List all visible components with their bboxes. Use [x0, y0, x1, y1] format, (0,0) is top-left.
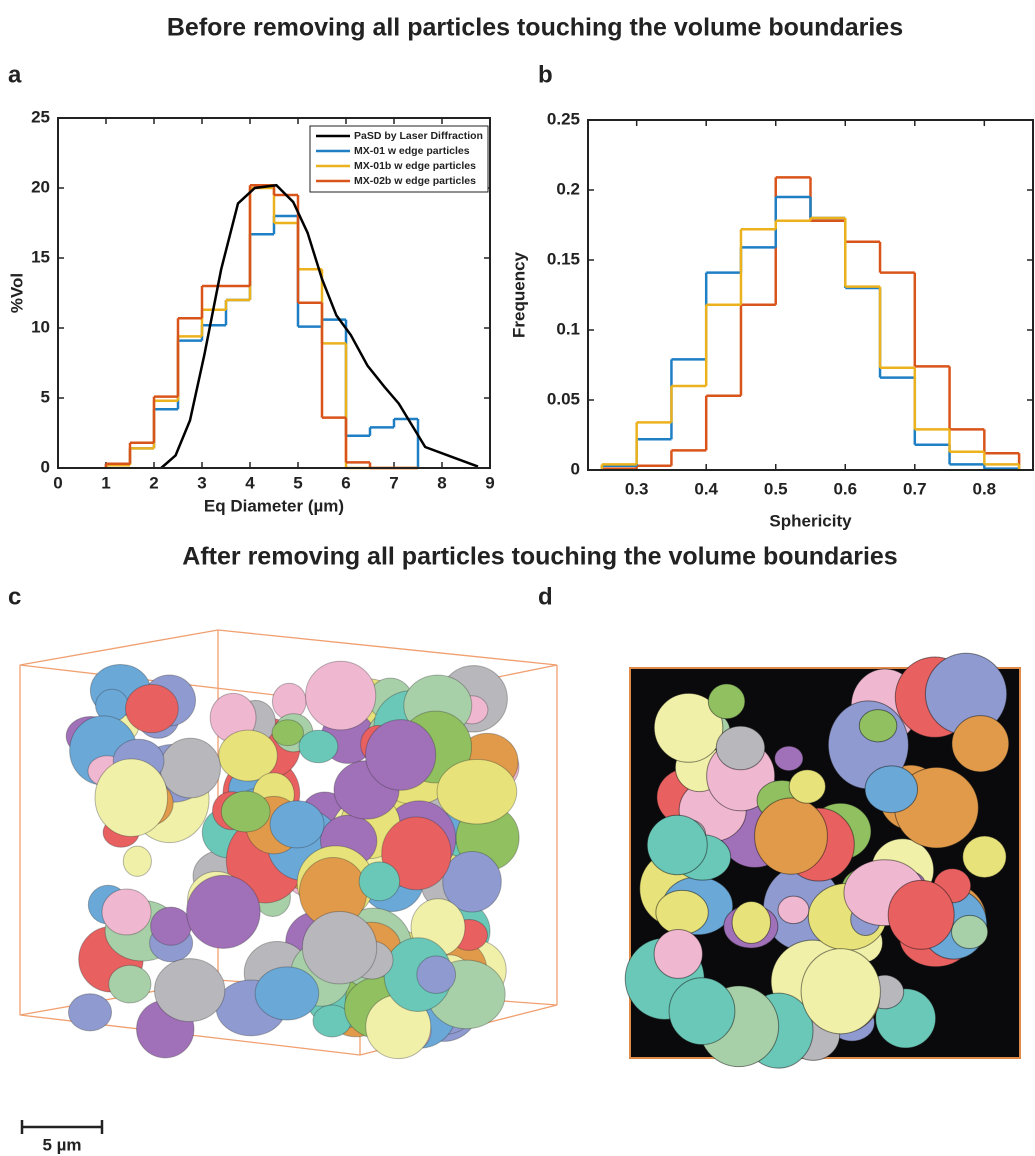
figure-title: Before removing all particles touching t…	[167, 14, 903, 42]
x-tick-label: 7	[389, 473, 398, 492]
panel-label: b	[538, 61, 553, 88]
particle	[254, 966, 320, 1021]
x-tick-label: 4	[245, 473, 255, 492]
x-axis-label: Sphericity	[769, 511, 852, 530]
x-tick-label: 1	[101, 473, 110, 492]
y-axis-label: %Vol	[7, 273, 26, 313]
particle	[108, 964, 152, 1004]
particle	[777, 895, 810, 925]
y-tick-label: 0	[571, 459, 580, 478]
x-tick-label: 2	[149, 473, 158, 492]
particle	[68, 993, 113, 1032]
particle	[150, 906, 192, 946]
slice-particles	[624, 652, 1010, 1069]
particle	[858, 709, 898, 743]
legend-label: PaSD by Laser Diffraction	[354, 130, 483, 142]
x-tick-label: 8	[437, 473, 446, 492]
y-tick-label: 0.2	[556, 179, 580, 198]
particle	[159, 737, 221, 799]
legend-label: MX-01b w edge particles	[354, 160, 476, 172]
panel-label: a	[8, 61, 22, 88]
particle	[646, 814, 708, 876]
scale-label: 5 µm	[42, 1135, 81, 1154]
y-tick-label: 0	[41, 457, 50, 476]
x-tick-label: 0.3	[625, 479, 649, 498]
particle	[271, 719, 305, 747]
particle	[774, 745, 804, 772]
particle	[218, 729, 278, 782]
y-axis-label: Frequency	[509, 251, 528, 338]
particle	[951, 914, 989, 950]
particle	[788, 769, 826, 804]
particle	[153, 958, 226, 1023]
panel-label: c	[8, 583, 21, 610]
y-tick-label: 25	[31, 107, 50, 126]
section-title: After removing all particles touching th…	[182, 543, 897, 571]
particle	[122, 845, 152, 877]
x-tick-label: 0.8	[973, 479, 997, 498]
panel-label: d	[538, 583, 553, 610]
particle	[381, 816, 452, 891]
x-tick-label: 0.5	[764, 479, 788, 498]
x-tick-label: 0.6	[833, 479, 857, 498]
y-tick-label: 15	[31, 247, 50, 266]
particle	[301, 911, 378, 985]
particle	[125, 684, 179, 734]
particle	[731, 901, 772, 944]
plot-frame	[57, 117, 491, 469]
particle	[269, 800, 325, 849]
particle	[707, 683, 746, 720]
particle	[305, 660, 377, 731]
particle	[715, 725, 766, 771]
particle	[887, 879, 955, 950]
particle	[442, 850, 502, 913]
particle	[436, 758, 518, 825]
x-tick-label: 6	[341, 473, 350, 492]
y-tick-label: 0.1	[556, 319, 580, 338]
particle	[365, 719, 437, 791]
y-tick-label: 0.05	[547, 389, 580, 408]
legend-label: MX-02b w edge particles	[354, 175, 476, 187]
y-tick-label: 10	[31, 317, 50, 336]
particle	[416, 955, 457, 994]
y-tick-label: 20	[31, 177, 50, 196]
particle	[220, 790, 271, 833]
particle	[94, 758, 169, 837]
particle	[653, 692, 724, 763]
y-tick-label: 5	[41, 387, 50, 406]
plot-frame	[587, 119, 1034, 471]
volume-render	[19, 629, 558, 1060]
x-tick-label: 0	[53, 473, 62, 492]
particle	[298, 729, 339, 764]
x-tick-label: 0.7	[903, 479, 927, 498]
y-tick-label: 0.25	[547, 109, 580, 128]
particle	[101, 888, 152, 936]
particle	[653, 929, 703, 979]
x-tick-label: 0.4	[694, 479, 718, 498]
particle	[668, 977, 736, 1046]
reference-line	[160, 183, 479, 469]
legend-label: MX-01 w edge particles	[354, 145, 470, 157]
particle	[864, 765, 919, 814]
x-tick-label: 9	[485, 473, 494, 492]
particle	[951, 715, 1010, 773]
x-tick-label: 5	[293, 473, 302, 492]
particle	[800, 948, 881, 1035]
y-tick-label: 0.15	[547, 249, 580, 268]
particle	[358, 861, 401, 902]
x-tick-label: 3	[197, 473, 206, 492]
particle	[962, 835, 1007, 879]
particle	[655, 889, 709, 935]
particle	[754, 797, 828, 875]
scale-bar	[20, 1120, 104, 1134]
x-axis-label: Eq Diameter (µm)	[204, 496, 344, 515]
particle	[186, 874, 261, 949]
